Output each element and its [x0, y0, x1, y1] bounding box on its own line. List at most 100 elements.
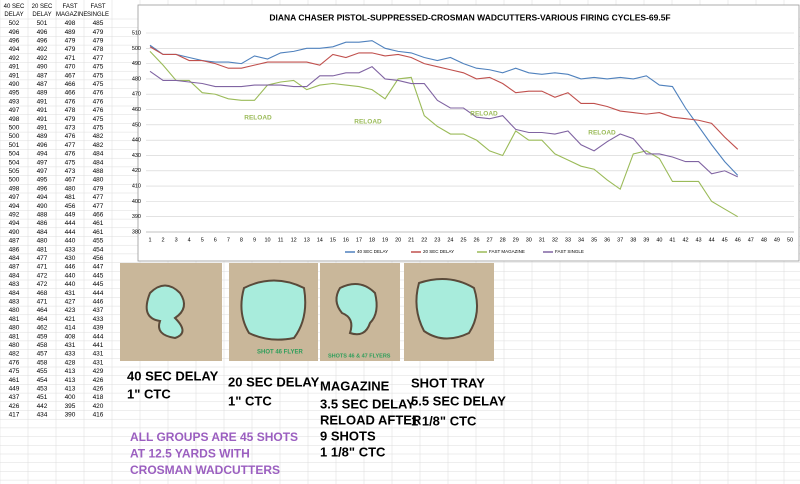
cell: 482 [93, 133, 104, 140]
cell: 458 [37, 342, 48, 349]
group-caption: 5.5 SEC DELAY [411, 393, 506, 408]
cell: 449 [9, 385, 20, 392]
cell: 484 [93, 159, 104, 166]
annotation: RELOAD [588, 130, 616, 137]
cell: 484 [93, 151, 104, 158]
column-header: FAST SINGLE [86, 4, 109, 18]
x-tick-label: 26 [473, 237, 479, 243]
x-tick-label: 30 [526, 237, 532, 243]
cell: 487 [9, 264, 20, 271]
x-tick-label: 24 [447, 237, 453, 243]
y-tick-label: 440 [132, 138, 141, 144]
x-tick-label: 16 [343, 237, 349, 243]
cell: 476 [93, 90, 104, 97]
cell: 461 [9, 377, 20, 384]
legend-label: FAST MAGAZINE [489, 249, 525, 254]
cell: 473 [65, 124, 76, 131]
cell: 459 [37, 333, 48, 340]
cell: 498 [9, 185, 20, 192]
cell: 421 [65, 316, 76, 323]
cell: 437 [93, 307, 104, 314]
cell: 490 [37, 64, 48, 71]
cell: 471 [37, 264, 48, 271]
group-caption: 1" CTC [228, 393, 272, 408]
cell: 440 [65, 238, 76, 245]
cell: 477 [65, 142, 76, 149]
y-tick-label: 430 [132, 153, 141, 159]
cell: 477 [37, 255, 48, 262]
x-tick-label: 8 [240, 237, 243, 243]
cell: 426 [93, 377, 104, 384]
flyer-note: SHOT 46 FLYER [257, 350, 303, 356]
cell: 455 [37, 368, 48, 375]
cell: 461 [93, 229, 104, 236]
cell: 486 [9, 246, 20, 253]
cell: 480 [37, 238, 48, 245]
cell: 480 [9, 325, 20, 332]
cell: 498 [65, 20, 76, 27]
cell: 488 [93, 168, 104, 175]
cell: 414 [65, 325, 76, 332]
cell: 446 [65, 264, 76, 271]
y-tick-label: 390 [132, 214, 141, 220]
cell: 456 [93, 255, 104, 262]
y-tick-label: 480 [132, 76, 141, 82]
target-photo [404, 263, 494, 361]
cell: 444 [93, 290, 104, 297]
cell: 492 [9, 55, 20, 62]
series-line [149, 46, 739, 150]
cell: 426 [93, 385, 104, 392]
shot-group [240, 279, 307, 341]
summary-note: AT 12.5 YARDS WITH [130, 447, 250, 461]
cell: 437 [9, 394, 20, 401]
x-tick-label: 39 [643, 237, 649, 243]
cell: 455 [93, 238, 104, 245]
cell: 477 [93, 194, 104, 201]
cell: 461 [93, 220, 104, 227]
cell: 496 [9, 29, 20, 36]
group-caption: 1 1/8" CTC [411, 413, 477, 428]
x-tick-label: 11 [278, 237, 284, 243]
cell: 501 [37, 20, 48, 27]
cell: 429 [93, 368, 104, 375]
cell: 413 [65, 368, 76, 375]
cell: 444 [93, 333, 104, 340]
cell: 453 [37, 385, 48, 392]
cell: 489 [37, 133, 48, 140]
cell: 475 [93, 116, 104, 123]
cell: 408 [65, 333, 76, 340]
cell: 490 [9, 81, 20, 88]
column-header: 40 SEC DELAY [3, 4, 25, 18]
x-tick-label: 1 [148, 237, 151, 243]
annotation: RELOAD [244, 115, 272, 122]
cell: 484 [9, 272, 20, 279]
group-caption: 9 SHOTS [320, 428, 376, 443]
annotation: RELOAD [354, 119, 382, 126]
cell: 491 [9, 64, 20, 71]
cell: 494 [9, 220, 20, 227]
cell: 413 [65, 385, 76, 392]
x-tick-label: 44 [709, 237, 715, 243]
cell: 479 [93, 37, 104, 44]
y-tick-label: 420 [132, 168, 141, 174]
x-tick-label: 38 [630, 237, 636, 243]
cell: 490 [37, 203, 48, 210]
group-caption: 1 1/8" CTC [320, 444, 386, 459]
x-tick-label: 32 [552, 237, 558, 243]
cell: 481 [9, 333, 20, 340]
cell: 487 [9, 238, 20, 245]
cell: 481 [65, 194, 76, 201]
cell: 433 [65, 246, 76, 253]
column-header: 20 SEC DELAY [31, 4, 53, 18]
cell: 433 [65, 351, 76, 358]
cell: 492 [37, 46, 48, 53]
cell: 489 [37, 90, 48, 97]
flyer-note: SHOTS 46 & 47 FLYERS [328, 353, 391, 359]
cell: 446 [93, 298, 104, 305]
cell: 479 [65, 116, 76, 123]
cell: 445 [93, 281, 104, 288]
cell: 466 [65, 90, 76, 97]
x-tick-label: 9 [253, 237, 256, 243]
x-tick-label: 6 [214, 237, 217, 243]
